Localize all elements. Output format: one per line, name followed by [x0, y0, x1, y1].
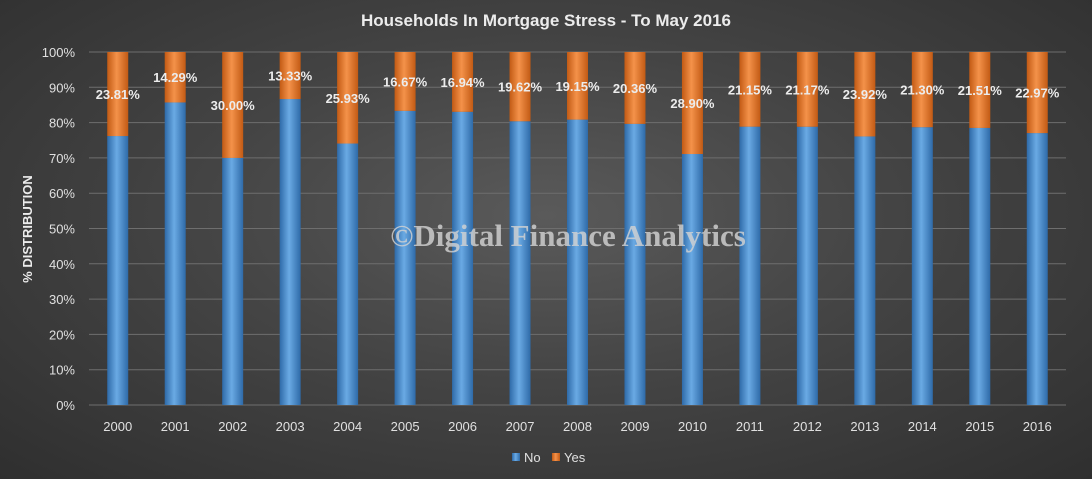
bar-no-2007	[509, 121, 531, 405]
bar-no-2016	[1026, 133, 1048, 405]
y-tick-label: 60%	[49, 186, 75, 201]
bar-no-2002	[222, 157, 244, 405]
bars	[107, 52, 1048, 406]
x-tick-label: 2004	[333, 419, 362, 434]
x-tick-label: 2003	[276, 419, 305, 434]
data-label-yes-2004: 25.93%	[326, 91, 371, 106]
data-label-yes-2001: 14.29%	[153, 70, 198, 85]
x-tick-label: 2013	[850, 419, 879, 434]
bar-no-2009	[624, 123, 646, 406]
x-tick-label: 2001	[161, 419, 190, 434]
x-tick-label: 2008	[563, 419, 592, 434]
x-tick-label: 2010	[678, 419, 707, 434]
bar-no-2005	[394, 110, 416, 406]
x-tick-label: 2014	[908, 419, 937, 434]
bar-no-2000	[107, 136, 129, 405]
x-axis-ticks: 2000 2001 2002 2003 2004 2005 2006 2007 2008 2009…	[103, 419, 1051, 434]
bar-no-2013	[854, 136, 876, 405]
bar-yes-2001	[164, 52, 186, 103]
bar-no-2012	[796, 126, 818, 405]
y-tick-label: 50%	[49, 222, 75, 237]
bar-yes-2016	[1026, 52, 1048, 134]
y-tick-label: 100%	[42, 45, 76, 60]
legend: No Yes	[512, 450, 586, 465]
bar-yes-2003	[279, 52, 301, 100]
bar-no-2010	[681, 154, 703, 405]
bar-yes-2013	[854, 52, 876, 137]
data-label-yes-2016: 22.97%	[1015, 86, 1060, 101]
data-label-yes-2005: 16.67%	[383, 74, 428, 89]
x-tick-label: 2002	[218, 419, 247, 434]
data-label-yes-2013: 23.92%	[843, 87, 888, 102]
data-label-yes-2000: 23.81%	[96, 87, 141, 102]
x-tick-label: 2011	[736, 419, 764, 434]
bar-no-2004	[337, 143, 359, 405]
bar-yes-2014	[911, 52, 933, 128]
y-tick-label: 70%	[49, 151, 75, 166]
y-tick-label: 10%	[49, 363, 75, 378]
data-label-yes-2015: 21.51%	[958, 83, 1003, 98]
bar-yes-2009	[624, 52, 646, 124]
x-tick-label: 2006	[448, 419, 477, 434]
bar-no-2003	[279, 99, 301, 405]
bar-yes-2010	[681, 52, 703, 155]
y-tick-label: 80%	[49, 116, 75, 131]
bar-no-2008	[567, 119, 588, 406]
bar-yes-2015	[969, 52, 991, 128]
x-tick-label: 2015	[965, 419, 994, 434]
data-label-yes-2011: 21.15%	[728, 82, 773, 97]
legend-swatch-yes	[552, 453, 560, 461]
bar-yes-2002	[222, 52, 244, 158]
data-label-yes-2002: 30.00%	[211, 98, 256, 113]
chart-title: Households In Mortgage Stress - To May 2…	[361, 11, 731, 30]
y-tick-label: 40%	[49, 257, 75, 272]
y-tick-label: 0%	[56, 398, 75, 413]
y-tick-label: 20%	[49, 327, 75, 342]
x-tick-label: 2009	[621, 419, 650, 434]
x-tick-label: 2016	[1023, 419, 1052, 434]
bar-yes-2011	[739, 52, 761, 127]
bar-no-2006	[452, 111, 474, 405]
bar-yes-2004	[337, 52, 359, 144]
data-label-yes-2012: 21.17%	[785, 82, 830, 97]
legend-label-no: No	[524, 450, 541, 465]
bar-no-2015	[969, 127, 991, 405]
data-label-yes-2006: 16.94%	[441, 75, 486, 90]
bar-no-2014	[911, 127, 933, 406]
data-label-yes-2008: 19.15%	[555, 79, 600, 94]
bar-no-2001	[164, 102, 186, 406]
data-label-yes-2010: 28.90%	[670, 96, 715, 111]
bar-yes-2005	[394, 52, 416, 111]
x-tick-label: 2012	[793, 419, 822, 434]
bar-no-2011	[739, 126, 761, 406]
bar-yes-2006	[452, 52, 474, 112]
watermark: ©Digital Finance Analytics	[390, 218, 746, 253]
x-tick-label: 2007	[506, 419, 535, 434]
y-tick-label: 90%	[49, 80, 75, 95]
bar-yes-2000	[107, 52, 129, 137]
legend-label-yes: Yes	[564, 450, 586, 465]
y-tick-label: 30%	[49, 292, 75, 307]
y-axis-ticks: 0% 10% 20% 30% 40% 50% 60% 70% 80% 90% 100%	[42, 45, 76, 413]
legend-swatch-no	[512, 453, 520, 461]
x-tick-label: 2000	[103, 419, 132, 434]
data-label-yes-2007: 19.62%	[498, 80, 543, 95]
data-labels: 23.81% 14.29% 30.00% 13.33% 25.93% 16.67% 16.9…	[96, 69, 1060, 113]
data-label-yes-2009: 20.36%	[613, 81, 658, 96]
y-axis-title: % DISTRIBUTION	[20, 175, 35, 283]
x-tick-label: 2005	[391, 419, 420, 434]
bar-yes-2008	[567, 52, 588, 120]
data-label-yes-2003: 13.33%	[268, 69, 313, 84]
data-label-yes-2014: 21.30%	[900, 83, 945, 98]
bar-yes-2007	[509, 52, 531, 122]
bar-yes-2012	[796, 52, 818, 127]
